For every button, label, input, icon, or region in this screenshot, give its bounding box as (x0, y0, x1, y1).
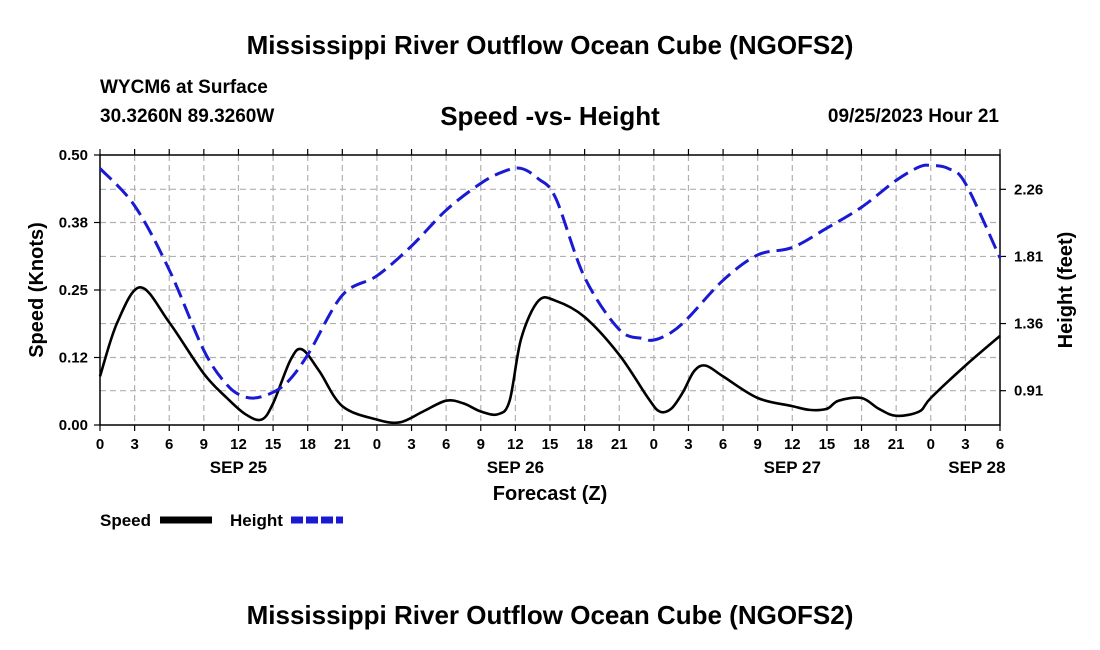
x-tick-label: 15 (542, 436, 559, 453)
right-tick-label: 0.91 (1014, 383, 1043, 400)
x-tick-label: 0 (927, 436, 935, 453)
x-tick-label: 18 (853, 436, 870, 453)
x-tick-label: 0 (650, 436, 658, 453)
x-tick-label: 6 (996, 436, 1004, 453)
chart-title: Mississippi River Outflow Ocean Cube (NG… (246, 30, 854, 60)
right-tick-label: 1.81 (1014, 248, 1043, 265)
legend-label-speed: Speed (100, 511, 151, 530)
x-tick-label: 12 (230, 436, 247, 453)
x-tick-label: 0 (96, 436, 104, 453)
series-line-height (98, 163, 1002, 400)
x-axis-title: Forecast (Z) (493, 483, 607, 505)
legend-label-height: Height (230, 511, 283, 530)
x-tick-label: 18 (299, 436, 316, 453)
x-tick-label: 21 (611, 436, 628, 453)
x-day-label: SEP 27 (764, 458, 821, 477)
x-tick-label: 3 (130, 436, 138, 453)
forecast-datetime: 09/25/2023 Hour 21 (827, 106, 999, 127)
x-tick-label: 21 (334, 436, 351, 453)
x-tick-label: 9 (200, 436, 208, 453)
right-axis-title: Height (feet) (1055, 232, 1077, 349)
chart-subtitle: Speed -vs- Height (440, 101, 660, 131)
x-tick-label: 12 (507, 436, 524, 453)
right-tick-label: 2.26 (1014, 181, 1043, 198)
series (98, 163, 1002, 425)
x-tick-label: 3 (961, 436, 969, 453)
left-tick-label: 0.25 (59, 282, 88, 299)
x-tick-label: 3 (684, 436, 692, 453)
axis-labels: Forecast (Z) Speed (Knots) Height (feet) (26, 222, 1077, 505)
x-tick-label: 12 (784, 436, 801, 453)
bottom-title: Mississippi River Outflow Ocean Cube (NG… (246, 600, 854, 630)
series-line-speed (98, 286, 1001, 425)
left-tick-label: 0.00 (59, 417, 88, 434)
x-tick-label: 6 (442, 436, 450, 453)
x-tick-label: 9 (754, 436, 762, 453)
left-tick-label: 0.38 (59, 215, 88, 232)
x-tick-label: 21 (888, 436, 905, 453)
x-tick-label: 6 (719, 436, 727, 453)
station-label: WYCM6 at Surface (100, 77, 268, 98)
x-day-label: SEP 25 (210, 458, 267, 477)
x-tick-label: 0 (373, 436, 381, 453)
x-tick-label: 9 (477, 436, 485, 453)
x-tick-label: 3 (407, 436, 415, 453)
x-tick-label: 15 (265, 436, 282, 453)
x-day-label: SEP 28 (948, 458, 1005, 477)
left-axis-title: Speed (Knots) (26, 222, 48, 358)
right-tick-label: 1.36 (1014, 316, 1043, 333)
station-coordinates: 30.3260N 89.3260W (100, 106, 275, 127)
x-day-label: SEP 26 (487, 458, 544, 477)
x-tick-label: 18 (576, 436, 593, 453)
left-tick-label: 0.12 (59, 350, 88, 367)
legend: Speed Height (100, 511, 343, 530)
axis-ticks: 0 3 6 9 12 15 18 21 0 3 6 9 12 15 18 21 0 3 6 9 12 15 18 21 0 3 6 S… (59, 147, 1043, 477)
x-tick-label: 6 (165, 436, 173, 453)
x-tick-label: 15 (819, 436, 836, 453)
grid (100, 155, 1000, 425)
left-tick-label: 0.50 (59, 147, 88, 164)
